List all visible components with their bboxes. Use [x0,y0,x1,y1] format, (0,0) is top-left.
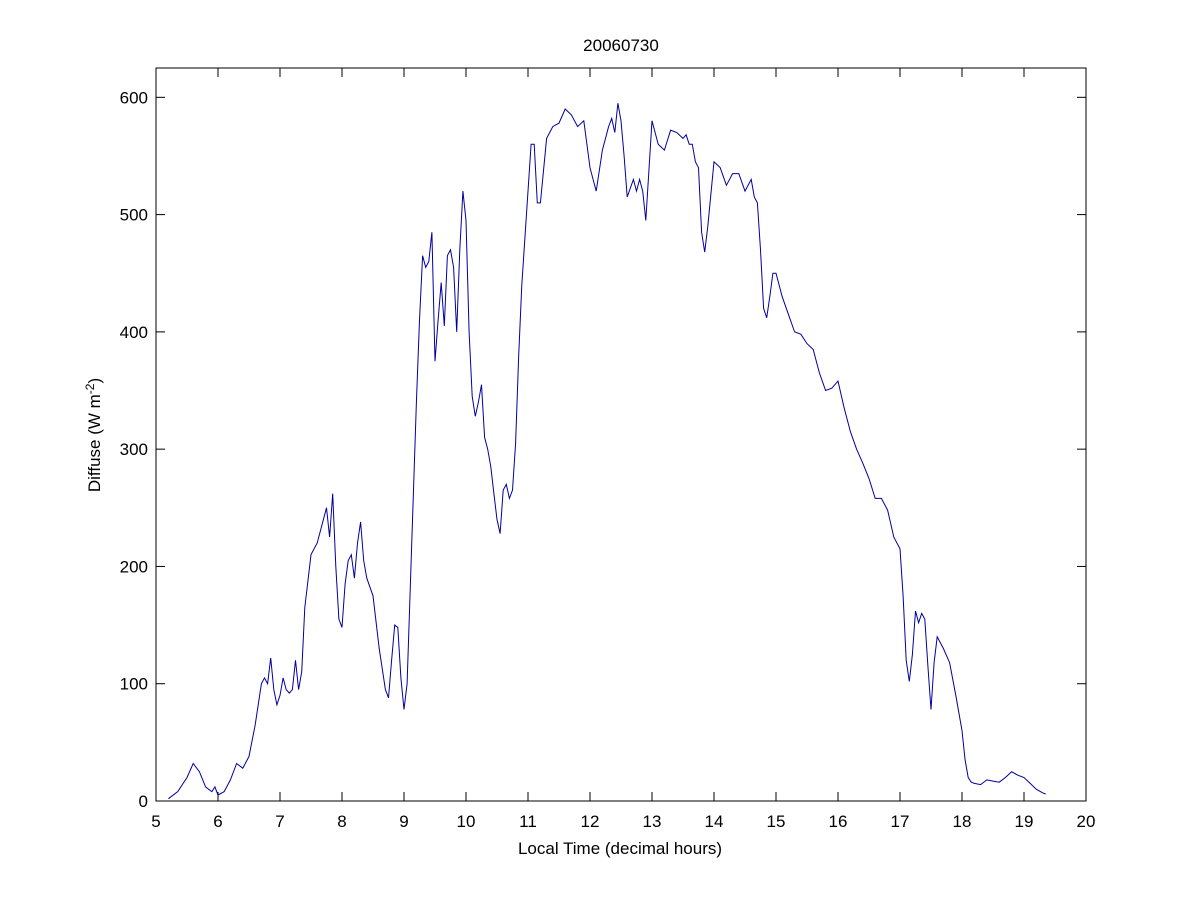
x-tick-label: 5 [151,812,160,831]
x-tick-label: 18 [953,812,972,831]
y-tick-label: 100 [120,675,148,694]
x-tick-label: 9 [399,812,408,831]
x-tick-label: 12 [581,812,600,831]
x-tick-label: 6 [213,812,222,831]
y-tick-label: 600 [120,88,148,107]
x-tick-label: 14 [705,812,724,831]
x-axis-label: Local Time (decimal hours) [518,839,722,858]
x-tick-label: 20 [1077,812,1096,831]
x-tick-label: 13 [643,812,662,831]
y-axis-label: Diffuse (W m-2) [83,378,104,492]
x-tick-label: 15 [767,812,786,831]
x-tick-label: 16 [829,812,848,831]
x-tick-label: 10 [457,812,476,831]
y-axis: 0 100 200 300 400 500 600 [120,88,1086,811]
x-tick-label: 19 [1015,812,1034,831]
y-tick-label: 300 [120,440,148,459]
y-tick-label: 500 [120,206,148,225]
y-tick-label: 0 [139,792,148,811]
y-axis-label-main: Diffuse (W m [85,394,104,492]
y-axis-label-sup: -2 [83,383,97,394]
x-tick-label: 17 [891,812,910,831]
chart-title: 20060730 [583,36,659,55]
y-axis-label-tail: ) [85,378,104,384]
y-tick-label: 400 [120,323,148,342]
x-axis: 5 6 7 8 9 10 11 12 13 14 15 16 17 18 19 20 [151,68,1095,831]
x-tick-label: 7 [275,812,284,831]
plot-area [155,67,1087,802]
y-tick-label: 200 [120,557,148,576]
x-tick-label: 8 [337,812,346,831]
series-line-diffuse [168,103,1046,800]
x-tick-label: 11 [519,812,537,831]
